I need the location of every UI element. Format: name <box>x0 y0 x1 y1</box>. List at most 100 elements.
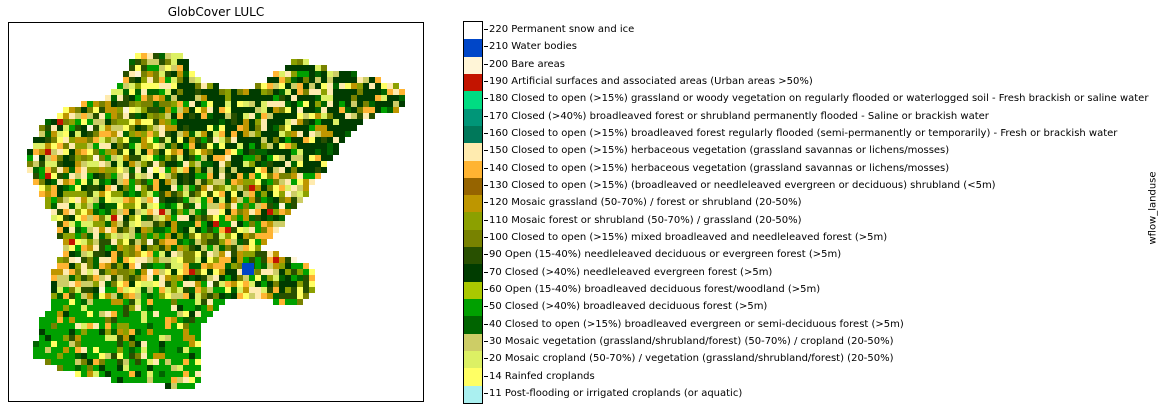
raster-cell <box>177 347 183 353</box>
raster-cell <box>189 95 195 101</box>
raster-cell <box>333 101 339 107</box>
raster-cell <box>69 341 75 347</box>
raster-cell <box>147 311 153 317</box>
raster-cell <box>99 143 105 149</box>
raster-cell <box>147 143 153 149</box>
raster-cell <box>63 305 69 311</box>
raster-cell <box>351 83 357 89</box>
raster-cell <box>57 185 63 191</box>
raster-cell <box>273 83 279 89</box>
raster-cell <box>207 215 213 221</box>
raster-cell <box>111 197 117 203</box>
raster-cell <box>189 89 195 95</box>
raster-cell <box>135 155 141 161</box>
raster-cell <box>69 197 75 203</box>
raster-cell <box>75 197 81 203</box>
raster-cell <box>105 263 111 269</box>
raster-cell <box>231 203 237 209</box>
raster-cell <box>231 209 237 215</box>
raster-cell <box>303 89 309 95</box>
raster-cell <box>393 95 399 101</box>
raster-cell <box>69 173 75 179</box>
raster-cell <box>129 287 135 293</box>
raster-cell <box>303 131 309 137</box>
raster-cell <box>345 77 351 83</box>
raster-cell <box>315 167 321 173</box>
raster-cell <box>117 353 123 359</box>
raster-cell <box>279 293 285 299</box>
raster-cell <box>87 197 93 203</box>
raster-cell <box>69 113 75 119</box>
raster-cell <box>237 215 243 221</box>
raster-cell <box>327 83 333 89</box>
raster-cell <box>189 137 195 143</box>
raster-cell <box>81 359 87 365</box>
raster-cell <box>63 185 69 191</box>
raster-cell <box>183 269 189 275</box>
raster-cell <box>183 203 189 209</box>
raster-cell <box>237 269 243 275</box>
raster-cell <box>57 281 63 287</box>
raster-cell <box>183 323 189 329</box>
raster-cell <box>321 107 327 113</box>
raster-cell <box>177 185 183 191</box>
raster-cell <box>51 341 57 347</box>
raster-cell <box>147 149 153 155</box>
raster-cell <box>231 167 237 173</box>
raster-cell <box>51 299 57 305</box>
raster-cell <box>171 353 177 359</box>
raster-cell <box>333 119 339 125</box>
raster-cell <box>141 185 147 191</box>
raster-cell <box>285 263 291 269</box>
raster-cell <box>231 251 237 257</box>
raster-cell <box>255 269 261 275</box>
raster-cell <box>63 209 69 215</box>
raster-cell <box>225 173 231 179</box>
raster-cell <box>93 101 99 107</box>
raster-cell <box>237 173 243 179</box>
raster-cell <box>219 221 225 227</box>
raster-cell <box>255 167 261 173</box>
raster-cell <box>105 251 111 257</box>
raster-cell <box>303 287 309 293</box>
raster-cell <box>135 335 141 341</box>
raster-cell <box>219 167 225 173</box>
raster-cell <box>261 167 267 173</box>
raster-cell <box>129 293 135 299</box>
raster-cell <box>153 365 159 371</box>
raster-cell <box>267 227 273 233</box>
raster-cell <box>165 101 171 107</box>
raster-cell <box>261 275 267 281</box>
raster-cell <box>171 305 177 311</box>
raster-cell <box>183 305 189 311</box>
raster-cell <box>93 215 99 221</box>
raster-cell <box>81 101 87 107</box>
raster-cell <box>249 281 255 287</box>
raster-cell <box>69 107 75 113</box>
raster-cell <box>57 299 63 305</box>
raster-cell <box>165 299 171 305</box>
raster-cell <box>297 59 303 65</box>
raster-cell <box>165 245 171 251</box>
raster-cell <box>123 347 129 353</box>
raster-cell <box>51 329 57 335</box>
raster-cell <box>387 107 393 113</box>
colorbar-tick-label-70: 70 Closed (>40%) needleleaved evergreen … <box>484 264 772 281</box>
raster-cell <box>231 155 237 161</box>
raster-cell <box>195 281 201 287</box>
raster-cell <box>195 317 201 323</box>
raster-cell <box>117 251 123 257</box>
raster-cell <box>195 371 201 377</box>
raster-cell <box>303 185 309 191</box>
raster-cell <box>33 341 39 347</box>
raster-cell <box>165 215 171 221</box>
raster-cell <box>87 335 93 341</box>
raster-cell <box>243 101 249 107</box>
raster-cell <box>111 311 117 317</box>
raster-cell <box>195 125 201 131</box>
raster-cell <box>123 299 129 305</box>
raster-cell <box>147 239 153 245</box>
raster-cell <box>207 209 213 215</box>
raster-cell <box>309 125 315 131</box>
raster-cell <box>297 125 303 131</box>
